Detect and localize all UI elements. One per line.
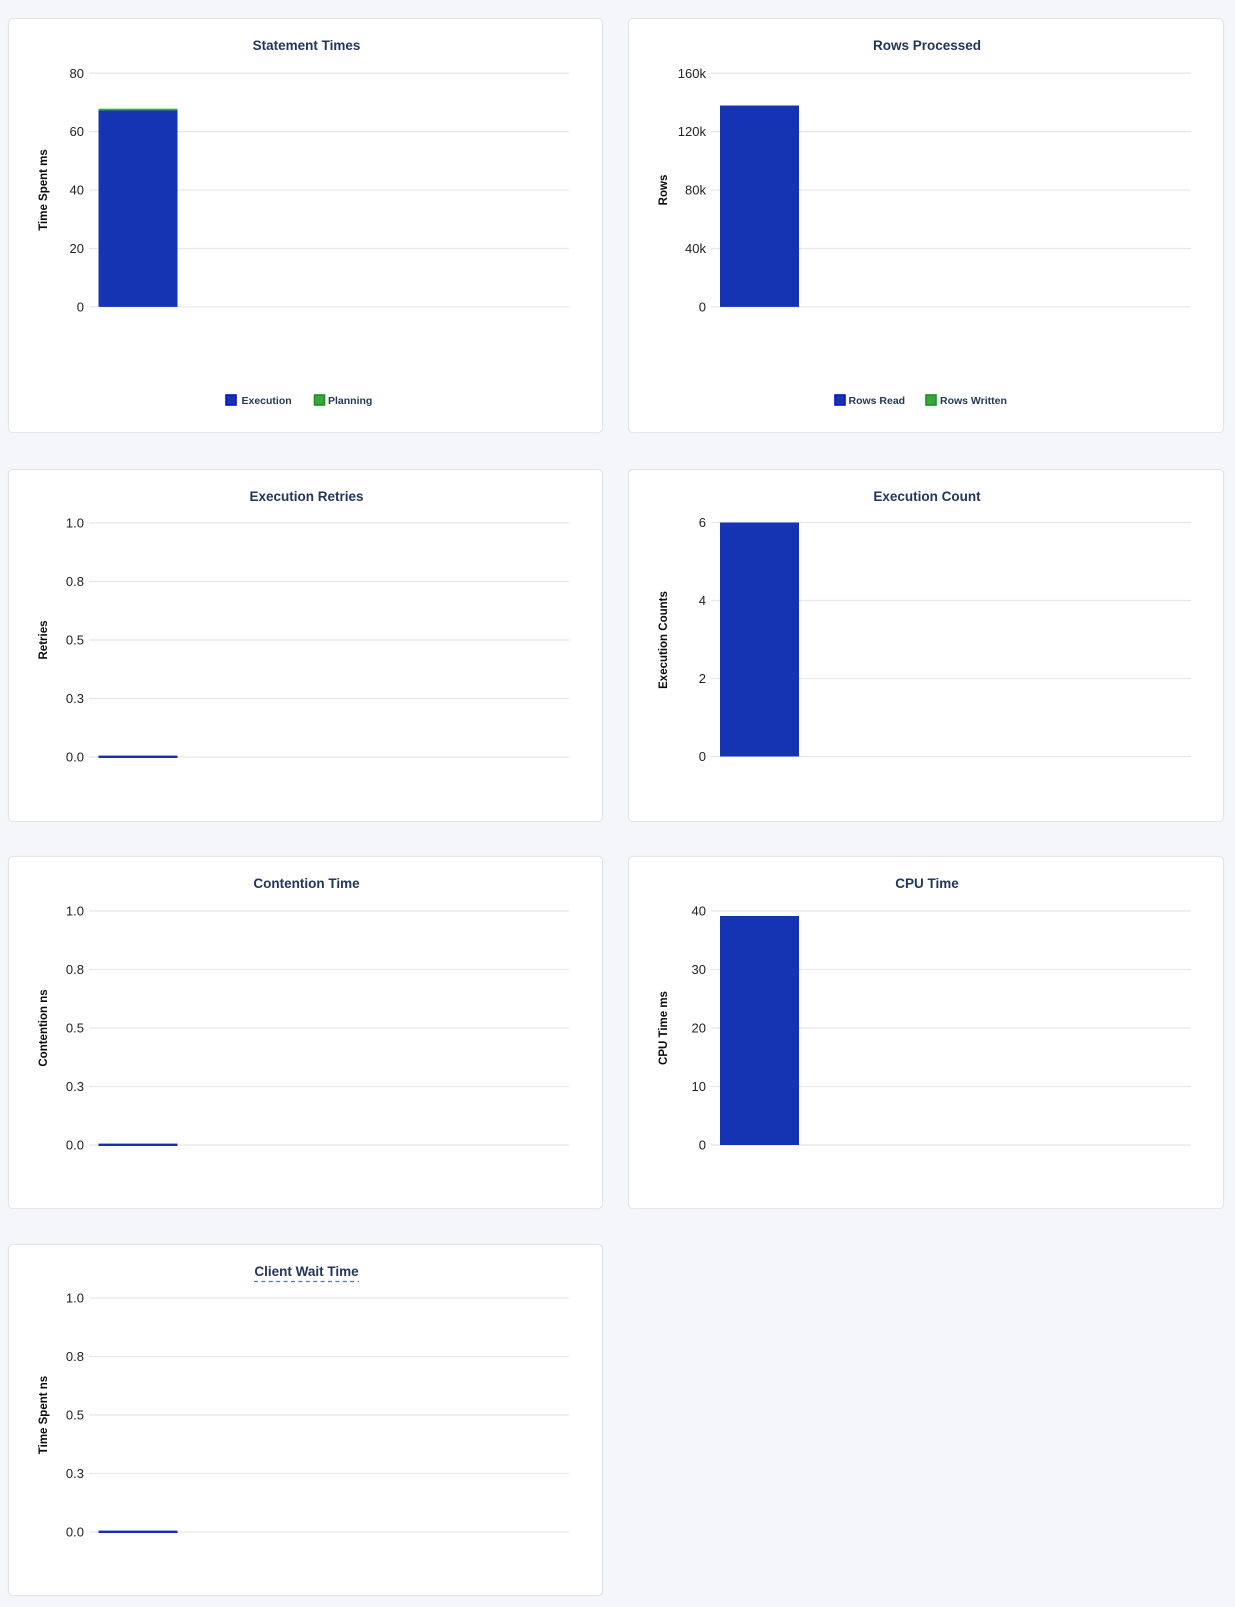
svg-text:0: 0 [699,1138,706,1153]
svg-text:20: 20 [70,241,84,256]
svg-text:Execution Counts: Execution Counts [658,591,670,689]
svg-text:80: 80 [70,66,84,81]
svg-text:4: 4 [699,593,706,608]
svg-text:Statement Times: Statement Times [253,38,361,53]
svg-text:Retries: Retries [38,621,50,660]
svg-text:Planning: Planning [328,395,372,407]
svg-text:0.5: 0.5 [66,633,84,648]
svg-text:0.8: 0.8 [66,962,84,977]
svg-text:Time Spent ns: Time Spent ns [38,1376,50,1454]
svg-text:160k: 160k [678,66,707,81]
svg-text:80k: 80k [685,183,706,198]
svg-text:0.8: 0.8 [66,1349,84,1364]
svg-text:0.8: 0.8 [66,574,84,589]
svg-text:30: 30 [692,962,706,977]
svg-text:40: 40 [692,904,706,919]
svg-text:Execution Retries: Execution Retries [249,489,363,504]
svg-text:20: 20 [692,1021,706,1036]
svg-text:Time Spent ms: Time Spent ms [38,149,50,231]
svg-text:0: 0 [699,749,706,764]
svg-text:1.0: 1.0 [66,516,84,531]
svg-text:10: 10 [692,1079,706,1094]
svg-text:Rows Processed: Rows Processed [873,38,981,53]
svg-text:2: 2 [699,671,706,686]
svg-text:Client Wait Time: Client Wait Time [254,1264,359,1279]
svg-text:Rows Read: Rows Read [849,395,906,407]
svg-text:0.3: 0.3 [66,1466,84,1481]
svg-text:CPU Time ms: CPU Time ms [658,991,670,1065]
svg-text:120k: 120k [678,124,707,139]
svg-text:0.3: 0.3 [66,1079,84,1094]
svg-text:0.3: 0.3 [66,691,84,706]
svg-text:0: 0 [77,299,84,314]
svg-text:0.0: 0.0 [66,750,84,765]
svg-text:1.0: 1.0 [66,1291,84,1306]
svg-text:Contention Time: Contention Time [253,876,360,891]
svg-text:0.0: 0.0 [66,1138,84,1153]
svg-text:6: 6 [699,515,706,530]
svg-text:Contention ns: Contention ns [38,989,50,1066]
svg-text:40: 40 [70,183,84,198]
svg-text:0.5: 0.5 [66,1021,84,1036]
svg-text:0.5: 0.5 [66,1408,84,1423]
svg-text:Execution: Execution [242,395,292,407]
svg-text:1.0: 1.0 [66,904,84,919]
svg-text:Rows Written: Rows Written [940,395,1007,407]
svg-text:40k: 40k [685,241,706,256]
svg-text:0.0: 0.0 [66,1525,84,1540]
svg-text:CPU Time: CPU Time [895,876,959,891]
svg-text:60: 60 [70,124,84,139]
svg-text:0: 0 [699,299,706,314]
svg-text:Rows: Rows [658,175,670,206]
svg-text:Execution Count: Execution Count [873,489,981,504]
